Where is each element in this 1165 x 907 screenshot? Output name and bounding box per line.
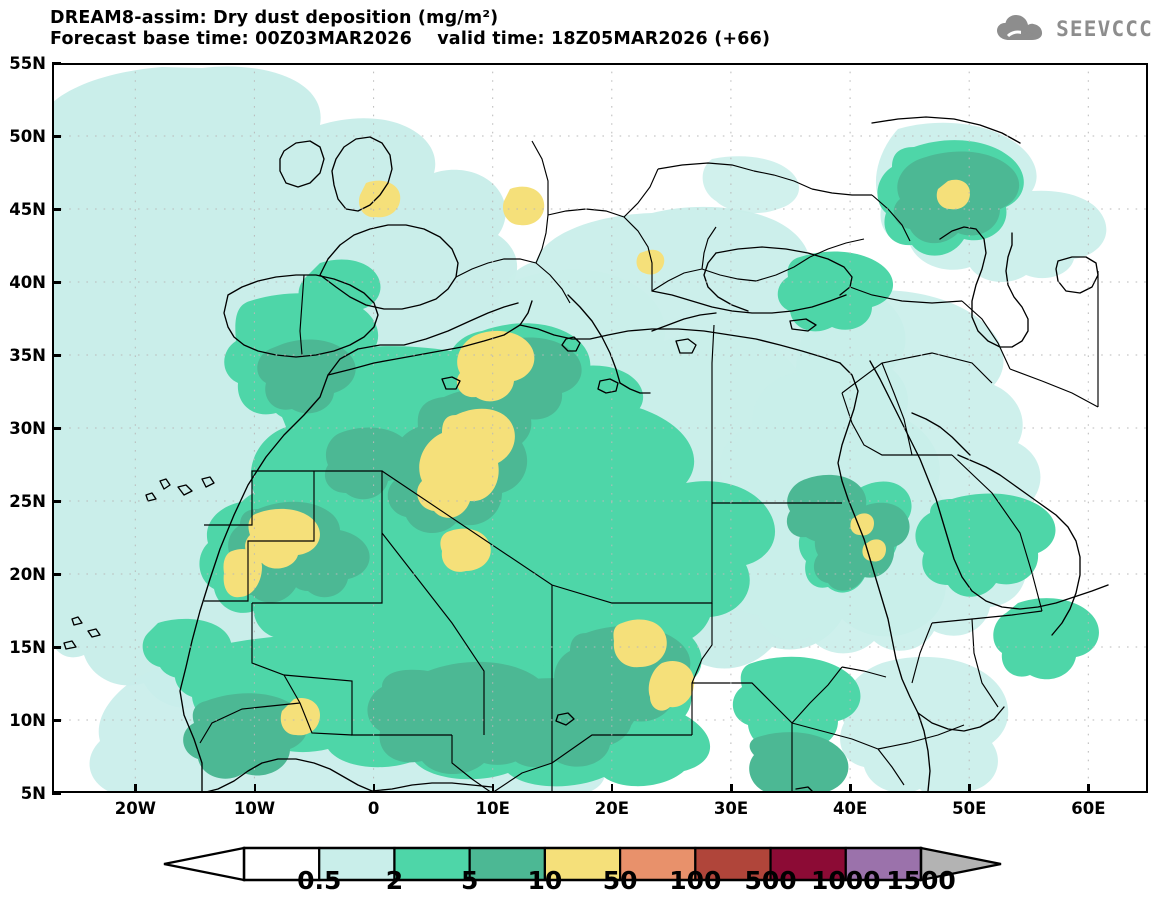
colorbar[interactable] <box>160 845 1005 883</box>
lon-tick-label: 0 <box>367 799 380 818</box>
lat-tick <box>52 573 61 576</box>
cloud-icon <box>997 15 1043 40</box>
lat-tick <box>52 792 61 795</box>
coastline-layer <box>63 116 1109 793</box>
lat-tick <box>52 62 61 65</box>
page-title: DREAM8-assim: Dry dust deposition (mg/m²… <box>50 8 499 28</box>
chart-title-block: DREAM8-assim: Dry dust deposition (mg/m²… <box>50 8 770 51</box>
colorbar-tick-label: 10 <box>527 866 563 895</box>
lat-tick-label: 15N <box>9 638 46 657</box>
colorbar-labels: 0.5 2 5 10 50 100 500 1000 1500 <box>160 866 1005 900</box>
lon-tick <box>1087 784 1090 793</box>
colorbar-band <box>468 846 546 882</box>
lon-tick <box>849 784 852 793</box>
colorbar-band <box>543 846 622 882</box>
lat-tick-label: 25N <box>9 492 46 511</box>
lat-tick-label: 55N <box>9 54 46 73</box>
seevccc-logo: SEEVCCC <box>995 14 1153 44</box>
lat-tick <box>52 281 61 284</box>
map-canvas <box>52 63 1148 793</box>
forecast-time-line: Forecast base time: 00Z03MAR2026 valid t… <box>50 29 771 50</box>
lat-tick-label: 30N <box>9 419 46 438</box>
lat-tick <box>52 354 61 357</box>
colorbar-svg <box>163 846 1002 882</box>
lat-tick-label: 10N <box>9 711 46 730</box>
colorbar-band <box>844 846 923 882</box>
lon-tick-label: 60E <box>1071 799 1106 818</box>
lat-tick <box>52 427 61 430</box>
lon-tick-label: 20E <box>594 799 630 818</box>
lon-tick <box>730 784 733 793</box>
lon-tick-label: 50E <box>952 799 987 818</box>
lon-tick <box>134 784 137 793</box>
lat-tick-label: 20N <box>9 565 46 584</box>
lon-tick <box>253 784 257 793</box>
colorbar-tick-label: 100 <box>669 866 722 895</box>
lat-tick <box>52 719 61 722</box>
logo-text: SEEVCCC <box>1056 17 1153 41</box>
colorbar-tick-label: 500 <box>744 866 797 895</box>
colorbar-tick-label: 2 <box>385 866 404 895</box>
lat-tick-label: 50N <box>9 127 46 146</box>
colorbar-tick-label: 1000 <box>810 866 881 895</box>
colorbar-tick-label: 1500 <box>886 866 956 895</box>
lon-tick-label: 20W <box>114 799 156 818</box>
lon-tick-label: 10E <box>475 799 510 818</box>
dust-deposition-map[interactable] <box>52 63 1148 793</box>
lon-tick <box>372 784 376 793</box>
lon-tick <box>610 784 614 793</box>
lat-tick <box>52 135 61 138</box>
lon-tick-label: 40E <box>833 799 868 818</box>
border-layer <box>199 140 1099 793</box>
lat-tick <box>52 646 61 649</box>
lat-tick-label: 5N <box>20 784 46 803</box>
colorbar-tick-label: 5 <box>460 866 479 895</box>
colorbar-tick-label: 50 <box>602 866 638 895</box>
lat-tick-label: 35N <box>9 346 46 365</box>
lon-tick <box>968 784 971 793</box>
lon-tick <box>491 784 495 793</box>
lon-tick-label: 30E <box>713 799 749 818</box>
lon-tick-label: 10W <box>233 799 276 818</box>
gridline-layer <box>52 63 1148 793</box>
colorbar-tick-label: 0.5 <box>297 866 342 895</box>
lat-tick <box>52 500 61 503</box>
lat-tick-label: 45N <box>9 200 46 219</box>
lat-tick <box>52 208 61 211</box>
lat-tick-label: 40N <box>9 273 46 292</box>
contour-band-10-50 <box>223 179 970 736</box>
